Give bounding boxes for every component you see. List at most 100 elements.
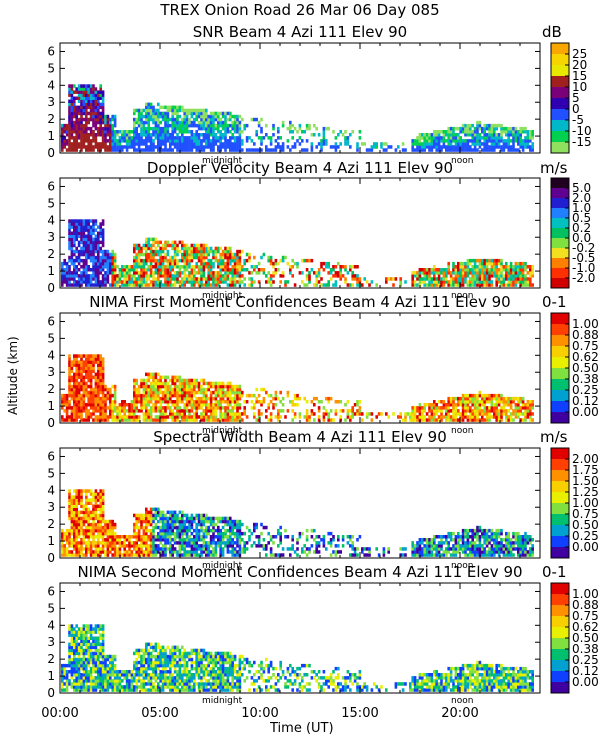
data-cell xyxy=(262,396,266,401)
data-cell xyxy=(413,274,417,278)
data-cell xyxy=(195,409,198,413)
data-cell xyxy=(104,265,107,269)
data-cell xyxy=(82,531,86,536)
data-cell xyxy=(195,412,198,416)
data-cell xyxy=(101,126,105,131)
data-cell xyxy=(428,139,431,143)
data-cell xyxy=(145,390,148,395)
data-cell xyxy=(454,145,458,149)
data-cell xyxy=(507,409,510,413)
data-cell xyxy=(505,139,508,143)
data-cell xyxy=(224,255,227,260)
data-cell xyxy=(106,148,110,152)
data-cell xyxy=(73,130,76,134)
data-cell xyxy=(531,136,534,140)
data-cell xyxy=(478,274,482,278)
data-cell xyxy=(149,372,153,377)
data-cell xyxy=(341,274,345,278)
data-cell xyxy=(75,360,78,364)
data-cell xyxy=(279,274,282,278)
data-cell xyxy=(488,415,491,419)
data-cell xyxy=(145,136,148,140)
data-cell xyxy=(173,139,177,143)
data-cell xyxy=(80,409,83,413)
data-cell xyxy=(99,142,102,146)
data-cell xyxy=(85,139,88,143)
data-cell xyxy=(87,225,90,229)
data-cell xyxy=(488,280,491,284)
data-cell xyxy=(236,252,239,257)
data-cell xyxy=(80,498,83,502)
data-cell xyxy=(339,400,342,404)
data-cell xyxy=(171,148,174,152)
data-cell xyxy=(159,136,162,140)
data-cell xyxy=(250,283,254,287)
data-cell xyxy=(466,265,470,269)
data-cell xyxy=(173,403,177,407)
data-cell xyxy=(106,139,110,143)
data-cell xyxy=(166,136,170,140)
data-cell xyxy=(241,130,244,134)
data-cell xyxy=(130,409,134,413)
data-cell xyxy=(457,403,460,407)
data-cell xyxy=(70,271,74,275)
data-cell xyxy=(193,406,196,410)
data-cell xyxy=(233,261,237,266)
data-cell xyxy=(164,418,167,422)
data-cell xyxy=(202,108,206,113)
data-cell xyxy=(339,265,342,269)
data-cell xyxy=(94,381,98,386)
data-cell xyxy=(94,268,98,272)
data-cell xyxy=(176,126,179,131)
data-cell xyxy=(147,384,150,389)
data-cell xyxy=(341,265,345,269)
data-cell xyxy=(68,225,71,229)
data-cell xyxy=(159,252,162,257)
data-cell xyxy=(75,258,78,263)
data-cell xyxy=(497,418,501,422)
data-cell xyxy=(89,384,93,389)
data-cell xyxy=(166,406,170,410)
data-cell xyxy=(440,418,443,422)
data-cell xyxy=(68,268,71,272)
data-cell xyxy=(68,378,71,383)
data-cell xyxy=(68,265,71,269)
data-cell xyxy=(92,252,95,257)
data-cell xyxy=(320,142,323,146)
data-cell xyxy=(524,277,527,281)
data-cell xyxy=(75,400,78,404)
data-cell xyxy=(197,406,201,410)
data-cell xyxy=(77,136,81,140)
data-cell xyxy=(73,108,76,113)
data-cell xyxy=(226,145,230,149)
data-cell xyxy=(224,265,227,269)
data-cell xyxy=(149,375,153,380)
data-cell xyxy=(488,258,491,263)
data-cell xyxy=(113,409,117,413)
data-cell xyxy=(250,265,254,269)
data-cell xyxy=(514,396,518,401)
data-cell xyxy=(471,130,474,134)
data-cell xyxy=(425,133,429,137)
data-cell xyxy=(313,123,316,128)
data-cell xyxy=(82,510,86,515)
data-cell xyxy=(113,403,117,407)
data-cell xyxy=(99,130,102,134)
data-cell xyxy=(97,513,100,518)
data-cell xyxy=(529,130,532,134)
data-cell xyxy=(248,136,251,140)
data-cell xyxy=(140,133,143,137)
data-cell xyxy=(92,237,95,242)
data-cell xyxy=(80,111,83,116)
data-cell xyxy=(512,277,515,281)
data-cell xyxy=(260,255,263,260)
data-cell xyxy=(298,123,302,128)
data-cell xyxy=(209,381,213,386)
data-cell xyxy=(464,274,467,278)
data-cell xyxy=(101,366,105,370)
data-cell xyxy=(481,136,484,140)
data-cell xyxy=(183,261,186,266)
data-cell xyxy=(109,412,112,416)
data-cell xyxy=(320,139,323,143)
data-cell xyxy=(531,265,534,269)
